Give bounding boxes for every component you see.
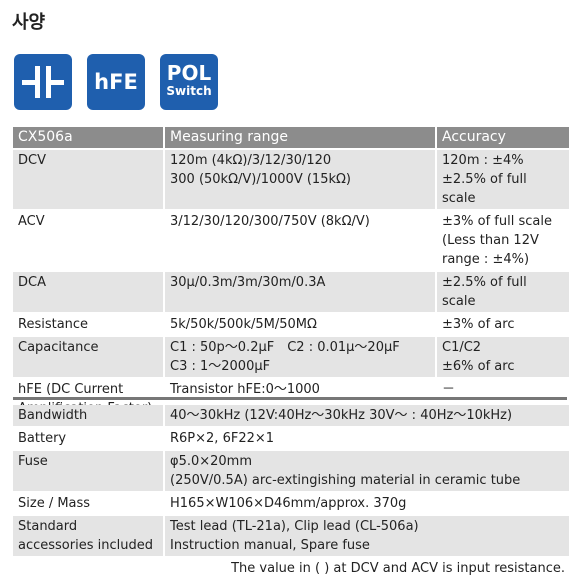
cell-line: Capacitance — [18, 340, 99, 355]
switch-text: Switch — [166, 84, 212, 98]
cell-line: 40～30kHz (12V:40Hz～30kHz 30V～ : 40Hz～10k… — [170, 408, 513, 423]
cell-line: ±2.5% of full scale — [442, 275, 527, 309]
cell-line: ACV — [18, 214, 45, 229]
row: DCV 120m (4kΩ)/3/12/30/120 300 (50kΩ/V)/10… — [13, 150, 569, 209]
cell-line: － — [442, 382, 456, 397]
cell: － — [437, 379, 569, 419]
column-header: CX506a — [13, 127, 163, 148]
cell: φ5.0×20mm (250V/0.5A) arc-extingishing ma… — [165, 451, 570, 491]
cell-line: Bandwidth — [18, 408, 88, 423]
cell: 5k/50k/500k/5M/50MΩ — [165, 314, 435, 335]
hfe-icon: hFE — [87, 54, 145, 110]
cell-line: 300 (50kΩ/V)/1000V (15kΩ) — [170, 172, 352, 187]
cell: 120m : ±4% ±2.5% of full scale — [437, 150, 569, 209]
cell: Bandwidth — [13, 405, 163, 426]
row: Capacitance C1 : 50p～0.2μF C2 : 0.01μ～20μ… — [13, 337, 569, 377]
cell-line: Transistor hFE:0～1000 — [170, 382, 320, 397]
cell: H165×W106×D46mm/approx. 370g — [165, 493, 569, 514]
cell-line: 3/12/30/120/300/750V (8kΩ/V) — [170, 214, 370, 229]
column-header: Measuring range — [165, 127, 435, 148]
cell-line: range : ±4%) — [442, 252, 530, 267]
capacitor-icon — [14, 54, 72, 110]
cell: R6P×2, 6F22×1 — [165, 428, 569, 449]
cell: Test lead (TL-21a), Clip lead (CL-506a) I… — [165, 516, 570, 556]
cell: ±2.5% of full scale — [437, 272, 569, 312]
cell: DCA — [13, 272, 163, 312]
cell: C1/C2 ±6% of arc — [437, 337, 569, 377]
cell: Resistance — [13, 314, 163, 335]
cell: Battery — [13, 428, 163, 449]
cell: DCV — [13, 150, 163, 209]
cell: Transistor hFE:0～1000 — [165, 379, 435, 419]
cell-line: C3 : 1～2000μF — [170, 359, 271, 374]
cell: Capacitance — [13, 337, 163, 377]
cell-line: accessories included — [18, 538, 153, 553]
spec-table-2: Bandwidth 40～30kHz (12V:40Hz～30kHz 30V～ :… — [11, 403, 571, 558]
cell-line: 5k/50k/500k/5M/50MΩ — [170, 317, 317, 332]
row: Fuse φ5.0×20mm (250V/0.5A) arc-extingishin… — [13, 451, 570, 491]
cell: Standard accessories included — [13, 516, 163, 556]
row: DCA 30μ/0.3m/3m/30m/0.3A ±2.5% of full sca… — [13, 272, 569, 312]
cell-line: H165×W106×D46mm/approx. 370g — [170, 496, 407, 511]
row: Resistance 5k/50k/500k/5M/50MΩ ±3% of arc — [13, 314, 569, 335]
header-row: CX506a Measuring range Accuracy — [13, 127, 569, 148]
footnote: The value in ( ) at DCV and ACV is input… — [231, 561, 565, 576]
pol-icon: POL Switch — [160, 54, 218, 110]
cell-line: DCA — [18, 275, 46, 290]
cell-line: ±6% of arc — [442, 359, 515, 374]
cell-line: Battery — [18, 431, 67, 446]
cell-line: R6P×2, 6F22×1 — [170, 431, 275, 446]
page-title: 사양 — [12, 12, 46, 33]
cell-line: ±2.5% of full scale — [442, 172, 527, 206]
cell: Size / Mass — [13, 493, 163, 514]
spec-table: CX506a Measuring range Accuracy DCV 120m (4k… — [11, 125, 571, 421]
cell-line: Resistance — [18, 317, 89, 332]
cell-line: φ5.0×20mm — [170, 454, 253, 469]
cell-line: 120m (4kΩ)/3/12/30/120 — [170, 153, 332, 168]
cell-line: hFE (DC Current — [18, 382, 124, 397]
cell: 40～30kHz (12V:40Hz～30kHz 30V～ : 40Hz～10k… — [165, 405, 570, 426]
cell-line: Standard — [18, 519, 78, 534]
cell: C1 : 50p～0.2μF C2 : 0.01μ～20μF C3 : 1～200… — [165, 337, 435, 377]
row: Bandwidth 40～30kHz (12V:40Hz～30kHz 30V～ :… — [13, 405, 570, 426]
cell: 120m (4kΩ)/3/12/30/120 300 (50kΩ/V)/1000V… — [165, 150, 435, 209]
row: Size / Mass H165×W106×D46mm/approx. 370g — [13, 493, 569, 514]
cell-line: Fuse — [18, 454, 48, 469]
cell: ±3% of arc — [437, 314, 569, 335]
cell-line: Test lead (TL-21a), Clip lead (CL-506a) — [170, 519, 419, 534]
cell-line: Size / Mass — [18, 496, 91, 511]
pol-text: POL — [166, 61, 212, 85]
cell: ±3% of full scale (Less than 12V range : ±… — [437, 211, 569, 270]
cell-line: ±3% of arc — [442, 317, 515, 332]
cell-line: 120m : ±4% — [442, 153, 524, 168]
capacitor-symbol — [22, 66, 64, 98]
cell: Fuse — [13, 451, 163, 491]
separator — [13, 397, 567, 400]
cell-line: (Less than 12V — [442, 233, 539, 248]
column-header: Accuracy — [437, 127, 569, 148]
cell-line: (250V/0.5A) arc-extingishing material in… — [170, 473, 521, 488]
cell: 3/12/30/120/300/750V (8kΩ/V) — [165, 211, 435, 270]
row: Standard accessories included Test lead (T… — [13, 516, 570, 556]
cell: ACV — [13, 211, 163, 270]
cell: 30μ/0.3m/3m/30m/0.3A — [165, 272, 435, 312]
row: ACV 3/12/30/120/300/750V (8kΩ/V) ±3% of fu… — [13, 211, 569, 270]
row: Battery R6P×2, 6F22×1 — [13, 428, 569, 449]
cell-line: C1 : 50p～0.2μF C2 : 0.01μ～20μF — [170, 340, 400, 355]
cell-line: ±3% of full scale — [442, 214, 552, 229]
cell-line: 30μ/0.3m/3m/30m/0.3A — [170, 275, 326, 290]
cell-line: DCV — [18, 153, 46, 168]
cell-line: C1/C2 — [442, 340, 482, 355]
cell-line: Instruction manual, Spare fuse — [170, 538, 370, 553]
